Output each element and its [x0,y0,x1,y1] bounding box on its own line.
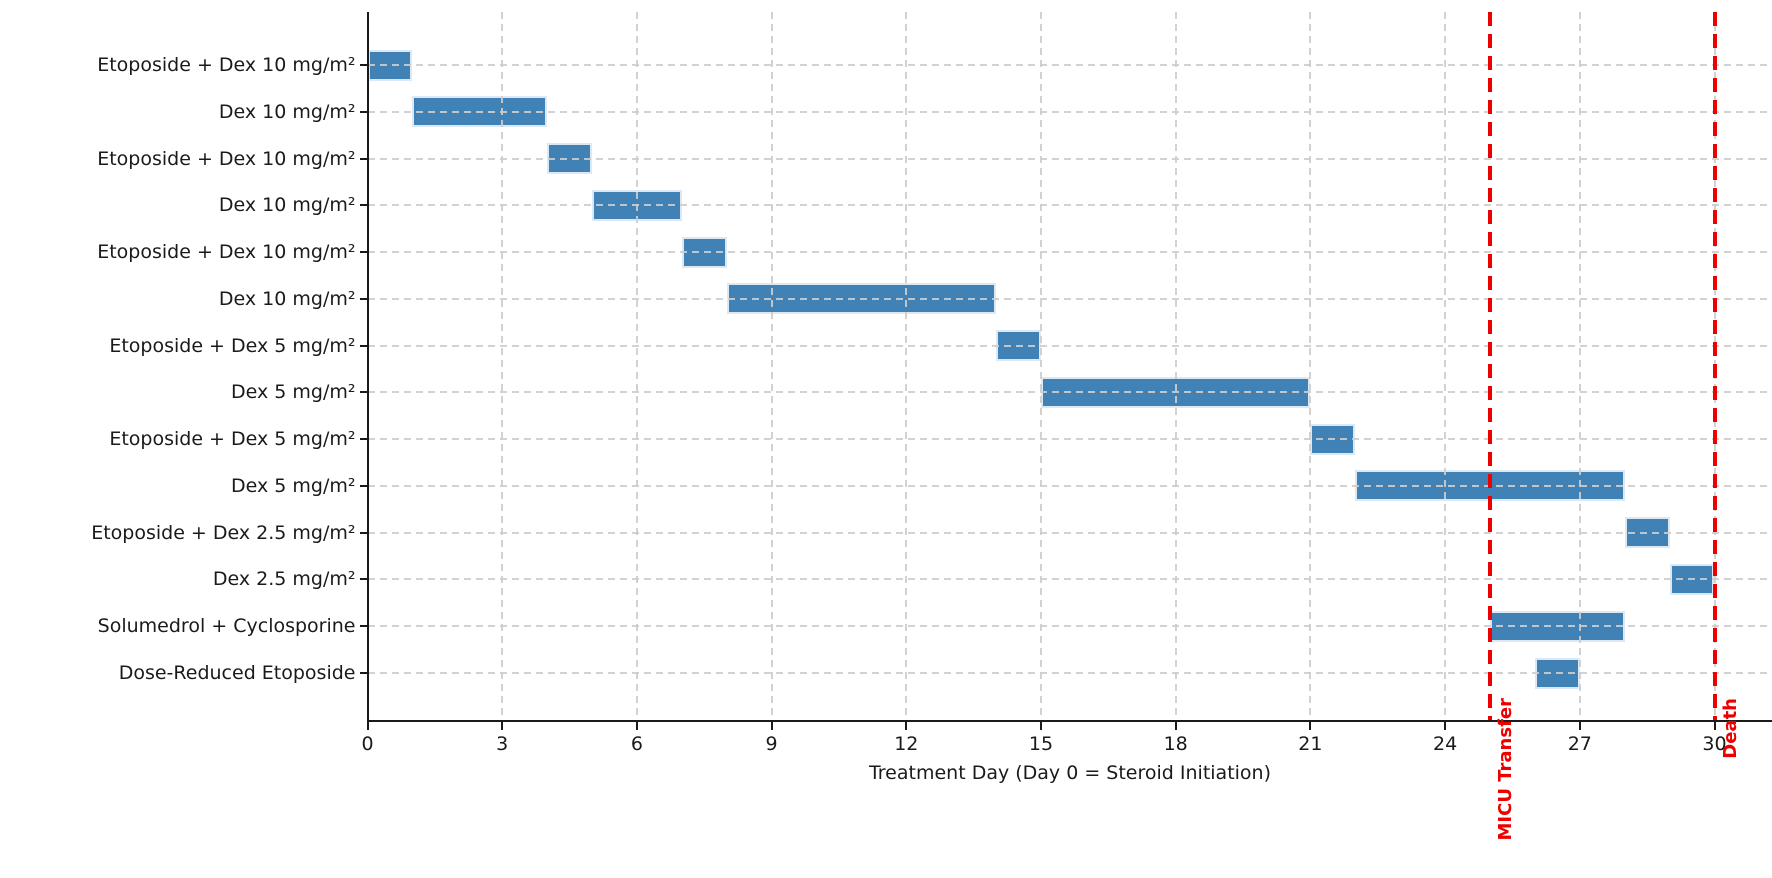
y-axis-tick [359,578,368,581]
row-label: Dex 10 mg/m² [218,194,356,217]
vertical-gridline [1040,12,1042,720]
x-tick-label: 0 [361,733,374,755]
horizontal-gridline [367,64,1772,66]
event-label-micu-transfer: MICU Transfer [1495,698,1516,841]
row-label: Etoposide + Dex 2.5 mg/m² [91,521,356,544]
vertical-gridline [1174,12,1177,720]
row-label: Dex 10 mg/m² [218,100,356,123]
y-axis-tick [359,484,368,487]
x-tick-label: 6 [630,733,643,755]
x-tick-label: 21 [1298,733,1323,755]
y-axis-tick [359,110,368,113]
horizontal-gridline [367,204,1772,207]
vertical-gridline [501,12,504,720]
x-tick-label: 18 [1163,733,1188,755]
row-label: Etoposide + Dex 5 mg/m² [109,334,356,357]
row-label: Dex 5 mg/m² [231,474,356,497]
vertical-gridline [1309,12,1312,720]
row-label: Dose-Reduced Etoposide [118,662,356,684]
vertical-gridline [905,12,908,720]
y-axis-tick [359,251,368,254]
x-axis-tick [366,722,369,730]
horizontal-gridline [367,531,1772,534]
y-axis-tick [359,672,368,674]
x-tick-label: 24 [1433,733,1458,755]
row-label: Dex 2.5 mg/m² [212,568,356,591]
x-tick-label: 9 [765,733,778,755]
horizontal-gridline [367,157,1772,160]
row-label: Etoposide + Dex 10 mg/m² [97,147,356,170]
x-tick-label: 27 [1567,733,1592,755]
horizontal-gridline [367,672,1772,674]
event-line-micu-transfer [1488,12,1492,720]
x-axis-tick [635,722,638,730]
horizontal-gridline [367,484,1772,487]
x-axis-spine [366,720,1772,722]
x-tick-label: 30 [1702,733,1727,755]
vertical-gridline [1578,12,1581,720]
horizontal-gridline [367,251,1772,254]
x-axis-title: Treatment Day (Day 0 = Steroid Initiatio… [868,762,1272,784]
horizontal-gridline [367,438,1772,441]
x-axis-tick [1444,722,1447,730]
x-axis-tick [905,722,908,730]
x-tick-label: 15 [1028,733,1054,755]
horizontal-gridline [367,625,1772,628]
vertical-gridline [635,12,638,720]
x-axis-tick [1309,722,1312,730]
x-tick-label: 12 [894,733,919,755]
y-axis-tick [359,438,368,441]
x-axis-tick [501,722,504,730]
vertical-gridline [1444,12,1447,720]
y-axis-tick [359,344,368,347]
y-axis-tick [359,297,368,300]
y-axis-spine [366,12,369,722]
event-label-death: Death [1719,698,1741,759]
row-label: Etoposide + Dex 5 mg/m² [109,428,356,451]
row-label: Dex 5 mg/m² [231,381,356,404]
horizontal-gridline [367,578,1772,581]
row-label: Etoposide + Dex 10 mg/m² [97,241,356,264]
horizontal-gridline [367,110,1772,113]
y-axis-tick [359,64,368,66]
row-label: Dex 10 mg/m² [218,287,356,310]
x-axis-tick [1713,722,1716,730]
row-label: Etoposide + Dex 10 mg/m² [97,54,356,76]
y-axis-tick [359,204,368,207]
horizontal-gridline [367,297,1772,300]
horizontal-gridline [367,344,1772,347]
event-line-death [1712,12,1717,720]
y-axis-tick [359,531,368,534]
x-axis-tick [770,722,773,730]
vertical-gridline [770,12,773,720]
x-axis-tick [1040,722,1042,730]
x-axis-tick [1174,722,1177,730]
y-axis-tick [359,625,368,628]
x-axis-tick [1578,722,1581,730]
row-label: Solumedrol + Cyclosporine [97,615,356,638]
x-tick-label: 3 [496,733,509,755]
y-axis-tick [359,391,368,394]
y-axis-tick [359,157,368,160]
horizontal-gridline [367,391,1772,394]
